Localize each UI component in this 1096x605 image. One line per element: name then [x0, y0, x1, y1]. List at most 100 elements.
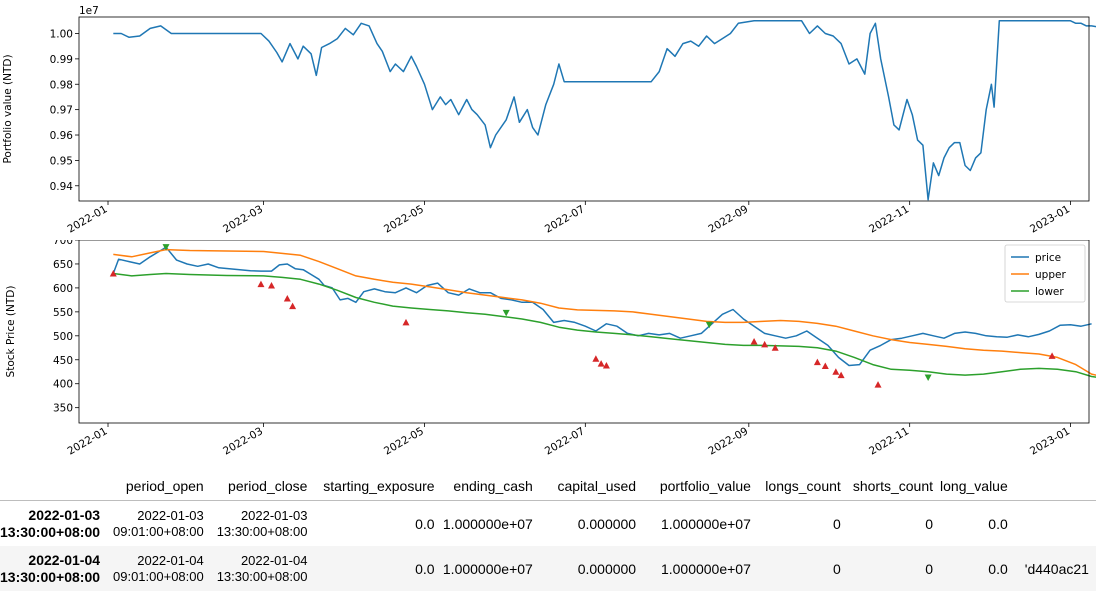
x-tick-label: 2022-09 [706, 203, 750, 235]
ending-cash-cell: 1.000000e+07 [442, 560, 533, 577]
column-header [1015, 472, 1096, 501]
column-header: long_value [940, 478, 1008, 494]
portfolio-line [113, 20, 1096, 201]
legend-label-price: price [1035, 252, 1061, 264]
buy-marker [597, 360, 605, 367]
y-tick-label: 400 [53, 379, 73, 391]
lower-line [113, 272, 1096, 378]
buy-marker [1048, 352, 1056, 359]
x-tick-label: 2022-07 [543, 203, 587, 235]
y-axis-label: Portfolio value (NTD) [2, 54, 14, 163]
capital-used-cell: 0.000000 [577, 515, 637, 532]
x-tick-label: 2023-01 [1028, 203, 1072, 235]
y-tick-label: 0.99 [50, 54, 73, 66]
x-tick-label: 2022-01 [66, 203, 110, 235]
x-tick-label: 2022-05 [382, 425, 426, 457]
sell-marker [705, 321, 713, 329]
x-tick-label: 2022-11 [867, 425, 911, 457]
longs-count-cell: 0 [833, 560, 841, 577]
y-tick-label: 350 [53, 403, 73, 415]
buy-marker [813, 358, 821, 366]
axes-frame [78, 240, 1090, 424]
buy-marker [874, 381, 882, 388]
trailing-cell: 'd440ac21 [1024, 560, 1089, 577]
sell-marker [924, 374, 932, 381]
period-close-cell: 2022-01-04 13:30:00+08:00 [211, 546, 315, 591]
buy-marker [592, 355, 600, 362]
longs-count-cell: 0 [833, 515, 841, 532]
x-tick-label: 2022-03 [221, 203, 265, 235]
y-tick-label: 0.94 [50, 181, 74, 193]
y-axis-label: Stock Price (NTD) [5, 286, 17, 378]
performance-table: period_open period_close starting_exposu… [0, 472, 1096, 591]
axes-frame [78, 16, 1090, 202]
y-tick-label: 700 [53, 240, 73, 247]
buy-marker [289, 302, 297, 310]
x-tick-label: 2022-03 [221, 425, 265, 457]
price-line [112, 246, 1092, 367]
column-header: shorts_count [852, 478, 934, 494]
legend-label-lower: lower [1035, 286, 1064, 298]
long-value-cell: 0.0 [988, 515, 1008, 532]
y-tick-label: 450 [53, 355, 73, 367]
index-time: 13:30:00+08:00 [0, 568, 101, 585]
starting-exposure-cell: 0.0 [415, 515, 435, 532]
x-tick-label: 2022-05 [382, 203, 426, 235]
buy-marker [109, 270, 117, 277]
y-tick-label: 550 [53, 307, 73, 319]
cell-date: 2022-01-04 [137, 552, 204, 568]
upper-line [113, 248, 1096, 376]
index-time: 13:30:00+08:00 [0, 523, 101, 540]
column-header: period_close [228, 478, 308, 494]
period-open-cell: 2022-01-03 09:01:00+08:00 [107, 501, 211, 547]
y-tick-label: 0.95 [50, 155, 73, 167]
cell-date: 2022-01-03 [137, 507, 204, 523]
buy-marker [832, 368, 840, 375]
column-header: ending_cash [453, 478, 533, 494]
sell-marker [502, 309, 510, 317]
legend-box [1004, 244, 1086, 303]
x-tick-label: 2022-07 [543, 425, 587, 457]
cell-time: 13:30:00+08:00 [216, 568, 308, 584]
cell-date: 2022-01-03 [240, 507, 308, 523]
starting-exposure-cell: 0.0 [415, 560, 435, 577]
sell-marker [162, 244, 170, 251]
buy-marker [761, 340, 769, 348]
ending-cash-cell: 1.000000e+07 [442, 515, 533, 532]
buy-marker [402, 318, 410, 326]
legend-label-upper: upper [1035, 269, 1066, 281]
buy-marker [771, 344, 779, 351]
portfolio-value-chart: 0.94 0.95 0.96 0.97 0.98 0.99 1.00 2022-01 2022-… [2, 5, 1096, 236]
long-value-cell: 0.0 [988, 560, 1008, 577]
column-header: longs_count [765, 478, 841, 494]
y-tick-label: 0.97 [50, 105, 73, 117]
column-header: period_open [125, 478, 204, 494]
table-row: 2022-01-04 13:30:00+08:00 2022-01-04 09:01… [0, 546, 1096, 591]
portfolio-value-cell: 1.000000e+07 [660, 515, 751, 532]
shorts-count-cell: 0 [925, 560, 934, 577]
buy-marker [602, 362, 610, 369]
column-header: starting_exposure [323, 478, 435, 494]
y-offset-label: 1e7 [79, 5, 99, 17]
buy-marker [268, 282, 276, 289]
table-row: 2022-01-03 13:30:00+08:00 2022-01-03 09:01… [0, 501, 1096, 547]
cell-time: 13:30:00+08:00 [216, 523, 308, 539]
column-header: capital_used [557, 478, 637, 494]
cell-date: 2022-01-04 [240, 552, 308, 568]
cell-time: 09:01:00+08:00 [113, 568, 204, 584]
period-open-cell: 2022-01-04 09:01:00+08:00 [107, 546, 211, 591]
x-tick-label: 2023-01 [1028, 425, 1072, 457]
index-date: 2022-01-04 [28, 551, 101, 568]
buy-marker [821, 362, 829, 369]
x-tick-label: 2022-11 [867, 203, 911, 235]
y-tick-label: 500 [53, 331, 73, 343]
x-tick-label: 2022-01 [66, 425, 110, 457]
portfolio-value-cell: 1.000000e+07 [660, 560, 751, 577]
buy-marker [257, 280, 265, 288]
performance-dataframe: period_open period_close starting_exposu… [0, 472, 1096, 591]
period-close-cell: 2022-01-03 13:30:00+08:00 [211, 501, 315, 547]
table-header-row: period_open period_close starting_exposu… [0, 472, 1096, 501]
buy-marker [837, 371, 845, 379]
buy-marker [283, 294, 291, 302]
shorts-count-cell: 0 [925, 515, 934, 532]
